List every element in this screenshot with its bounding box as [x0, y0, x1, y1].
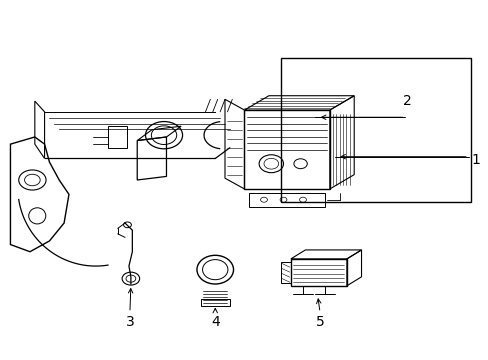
Text: 1: 1 [471, 153, 480, 167]
Text: 4: 4 [210, 315, 219, 329]
Text: 3: 3 [125, 315, 134, 329]
Bar [200, 299, 229, 306]
Text: 5: 5 [315, 315, 324, 329]
Text: 2: 2 [403, 94, 411, 108]
Bar [281, 58, 470, 202]
Bar [108, 126, 127, 148]
Bar [244, 110, 329, 189]
Bar [281, 262, 290, 283]
Bar [290, 259, 346, 286]
Bar [249, 193, 325, 207]
